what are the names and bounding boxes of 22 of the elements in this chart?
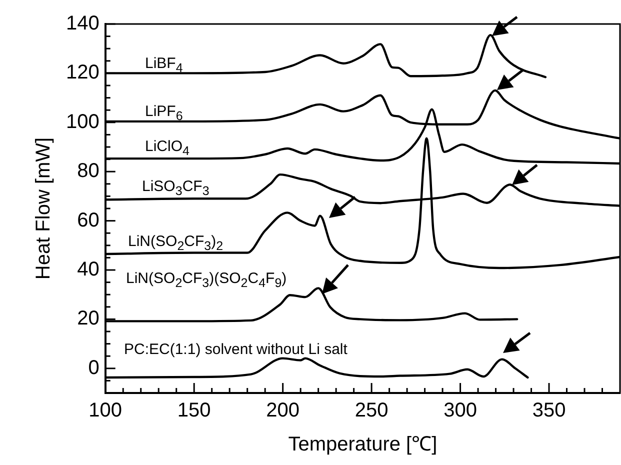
series-label: LiPF$_{6}$	[145, 103, 183, 124]
x-tick-label: 150	[177, 400, 211, 422]
x-tick-label: 250	[354, 400, 388, 422]
y-tick-label: 140	[66, 12, 100, 35]
y-tick-label: 80	[77, 160, 100, 182]
y-tick-label: 60	[77, 209, 100, 232]
y-tick-label: 120	[66, 62, 100, 84]
x-axis-title: Temperature [℃]	[288, 434, 438, 456]
y-tick-label: 0	[88, 356, 100, 379]
y-tick-label: 100	[66, 110, 100, 133]
series-label: LiBF$_{4}$	[145, 55, 183, 76]
y-tick-label: 20	[77, 308, 100, 330]
series-label: PC:EC(1:1) solvent without Li salt	[124, 340, 348, 358]
series-label: LiClO$_{4}$	[145, 138, 190, 158]
x-tick-label: 350	[532, 400, 566, 422]
x-tick-label: 300	[444, 400, 477, 422]
y-axis-title: Heat Flow [mW]	[32, 137, 55, 280]
text: LiN(SO$_{2}$CF$_{3}$)(SO$_{2}$C$_{4}$F$_{9}$)	[126, 270, 287, 290]
y-tick-label: 40	[77, 258, 100, 281]
series-label: LiN(SO$_{2}$CF$_{3}$)$_{2}$	[128, 233, 224, 253]
series-label: LiSO$_{3}$CF$_{3}$	[142, 178, 210, 198]
x-tick-label: 200	[266, 400, 300, 422]
